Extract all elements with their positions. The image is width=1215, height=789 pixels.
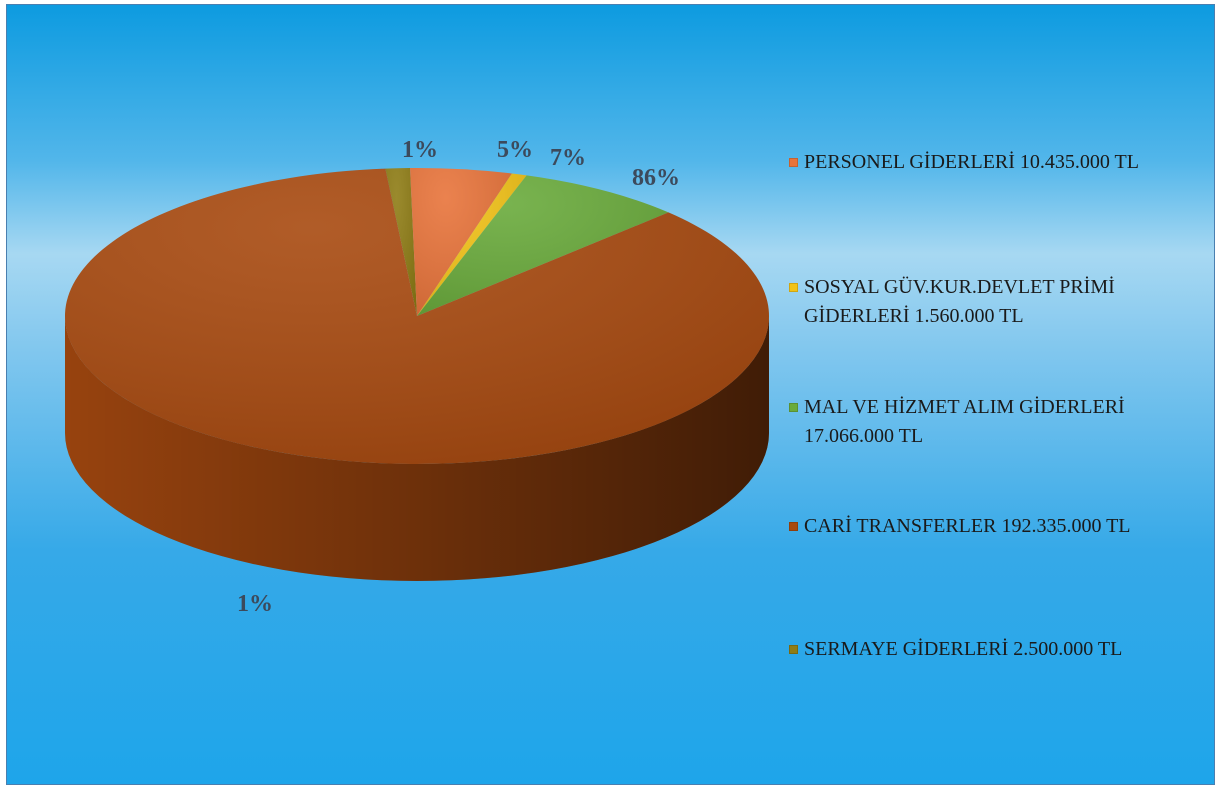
legend-item-personel: PERSONEL GİDERLERİ 10.435.000 TL xyxy=(789,148,1199,177)
pie-side-walls xyxy=(65,316,769,581)
legend-swatch-personel xyxy=(789,158,798,167)
pie-slice-shade-sermaye xyxy=(385,168,417,316)
percent-label-sosyal-guvenlik: 1% xyxy=(402,137,438,163)
percent-label-personel: 5% xyxy=(497,137,533,163)
legend-swatch-sermaye xyxy=(789,645,798,654)
legend-swatch-sosyal-guvenlik xyxy=(789,283,798,292)
legend-item-sosyal-guvenlik: SOSYAL GÜV.KUR.DEVLET PRİMİ GİDERLERİ 1.… xyxy=(789,273,1199,331)
pie-chart: 5% 1% 7% 86% 1% xyxy=(64,137,769,617)
legend-swatch-cari-transferler xyxy=(789,522,798,531)
percent-label-sermaye: 1% xyxy=(237,591,273,617)
pie-side-shade-cari-transferler xyxy=(65,316,769,581)
pie-slice-shade-cari-transferler xyxy=(64,168,769,464)
legend-item-mal-hizmet: MAL VE HİZMET ALIM GİDERLERİ 17.066.000 … xyxy=(789,393,1199,451)
pie-slice-shade-sosyal-guvenlik xyxy=(417,173,527,316)
chart-area: 5% 1% 7% 86% 1% PERSONEL GİDERLERİ 10.435.00… xyxy=(6,4,1215,785)
legend-item-cari-transferler: CARİ TRANSFERLER 192.335.000 TL xyxy=(789,512,1199,541)
legend-label-cari-transferler: CARİ TRANSFERLER 192.335.000 TL xyxy=(804,515,1131,537)
legend-label-personel: PERSONEL GİDERLERİ 10.435.000 TL xyxy=(804,151,1139,173)
legend-label-mal-hizmet: MAL VE HİZMET ALIM GİDERLERİ 17.066.000 … xyxy=(804,396,1125,447)
pie-slice-shade-personel xyxy=(410,168,512,316)
pie-percent-labels: 5% 1% 7% 86% 1% xyxy=(237,137,680,617)
pie-top-faces xyxy=(64,168,769,464)
legend-label-sermaye: SERMAYE GİDERLERİ 2.500.000 TL xyxy=(804,638,1123,660)
percent-label-cari-transferler: 86% xyxy=(632,165,680,191)
legend-swatch-mal-hizmet xyxy=(789,403,798,412)
pie-slice-shade-mal-hizmet xyxy=(417,175,669,316)
legend-label-sosyal-guvenlik: SOSYAL GÜV.KUR.DEVLET PRİMİ GİDERLERİ 1.… xyxy=(804,276,1115,327)
legend-item-sermaye: SERMAYE GİDERLERİ 2.500.000 TL xyxy=(789,635,1199,664)
percent-label-mal-hizmet: 7% xyxy=(550,145,586,171)
